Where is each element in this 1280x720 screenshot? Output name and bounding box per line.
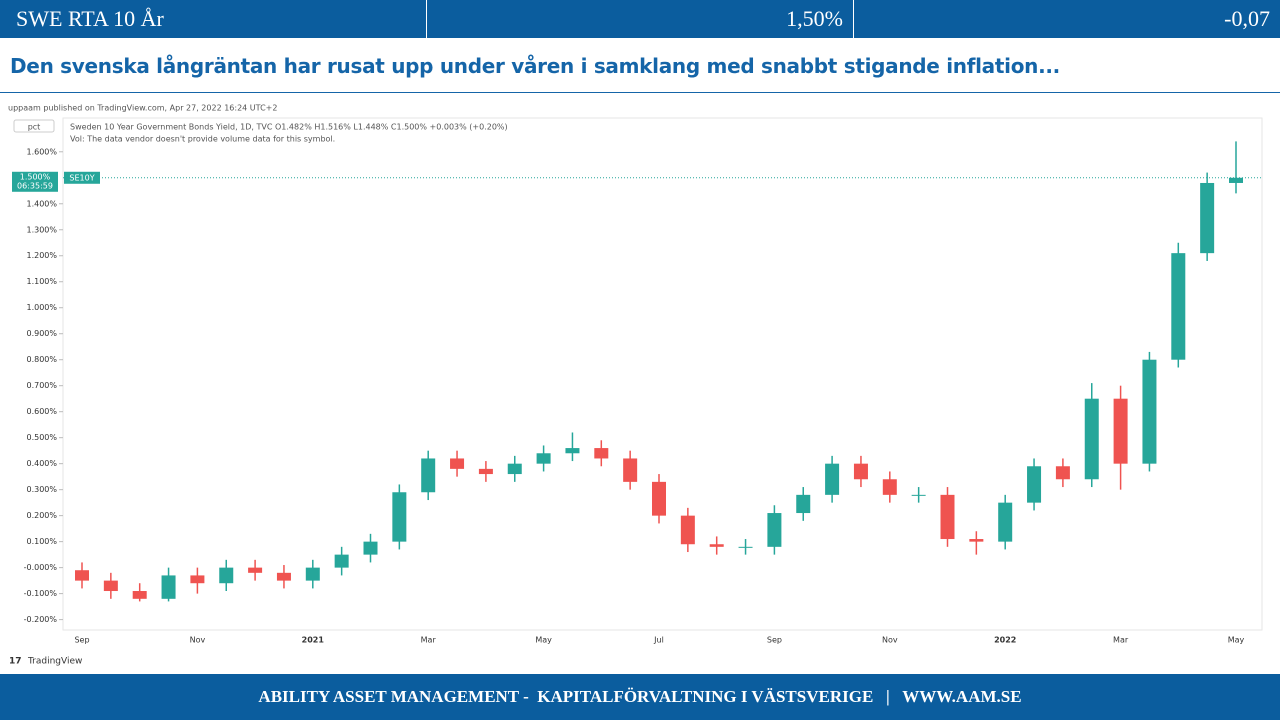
- separator: [853, 0, 854, 38]
- candle-body: [1229, 177, 1243, 183]
- y-tick-label: 1.200%: [26, 251, 57, 260]
- unit-box: [13, 119, 55, 133]
- symbol-box: [64, 171, 100, 184]
- y-tick-label: 1.600%: [26, 147, 57, 156]
- candle-body: [825, 463, 840, 495]
- candle-body: [652, 481, 666, 516]
- x-tick-label: Nov: [190, 636, 206, 645]
- candle-body: [767, 513, 782, 547]
- x-tick-label: Mar: [1113, 636, 1129, 645]
- plot-frame: [62, 117, 1263, 631]
- candle-body: [911, 494, 926, 496]
- candle-body: [1027, 466, 1042, 503]
- candle-body: [1055, 466, 1070, 480]
- candle-body: [363, 541, 378, 555]
- x-tick-label: Nov: [882, 636, 898, 645]
- header-value: 1,50%: [786, 6, 843, 31]
- x-tick-label: Sep: [74, 636, 89, 645]
- published-note: uppaam published on TradingView.com, Apr…: [8, 104, 277, 113]
- candle-body: [882, 479, 897, 495]
- candle-body: [305, 567, 320, 581]
- x-tick-label: May: [535, 636, 552, 645]
- legend-text: Sweden 10 Year Government Bonds Yield, 1…: [70, 123, 508, 132]
- candle-body: [421, 458, 436, 493]
- candle-body: [536, 453, 551, 464]
- candle-body: [853, 463, 868, 480]
- y-tick-label: 1.300%: [26, 225, 57, 234]
- y-tick-label: 0.300%: [26, 485, 57, 494]
- candle-body: [248, 567, 263, 573]
- x-tick-label: 2022: [994, 636, 1016, 645]
- chart: uppaam published on TradingView.com, Apr…: [8, 104, 1263, 667]
- y-tick-label: 0.700%: [26, 381, 57, 390]
- y-tick-label: 0.100%: [26, 537, 57, 546]
- candle-body: [450, 458, 465, 469]
- candle-body: [478, 468, 493, 475]
- candle-body: [219, 567, 234, 584]
- header-bar: SWE RTA 10 År 1,50% -0,07: [0, 0, 1280, 38]
- candle-body: [565, 448, 580, 454]
- y-tick-label: -0.100%: [24, 589, 58, 598]
- candle-body: [940, 494, 955, 540]
- separator: [426, 0, 427, 38]
- candle-body: [1200, 182, 1215, 254]
- y-tick-label: 0.600%: [26, 407, 57, 416]
- candle-body: [161, 575, 176, 599]
- candle-body: [1084, 398, 1099, 480]
- y-tick-label: 1.400%: [26, 199, 57, 208]
- candle-body: [594, 448, 609, 459]
- y-tick-label: 0.200%: [26, 511, 57, 520]
- last-price-label: 1.500%: [20, 172, 51, 181]
- candle-body: [276, 572, 291, 581]
- unit-label: pct: [28, 123, 41, 132]
- brand: TradingView: [27, 657, 82, 667]
- candle-body: [507, 463, 522, 475]
- candle-body: [1113, 398, 1128, 464]
- y-tick-label: 0.500%: [26, 433, 57, 442]
- candle-body: [796, 494, 811, 514]
- countdown: 06:35:59: [17, 181, 53, 190]
- x-tick-label: Jul: [653, 636, 664, 645]
- candle-body: [392, 492, 407, 542]
- volume-note: Vol: The data vendor doesn't provide vol…: [70, 135, 335, 144]
- x-tick-label: Mar: [421, 636, 437, 645]
- divider: [0, 92, 1280, 93]
- footer: ABILITY ASSET MANAGEMENT - KAPITALFÖRVAL…: [0, 674, 1280, 720]
- candle-body: [680, 515, 695, 545]
- header-title: SWE RTA 10 År: [16, 6, 164, 31]
- brand-logo: 𝟭𝟳: [9, 657, 22, 667]
- candle-body: [969, 539, 984, 542]
- y-tick-label: 0.400%: [26, 459, 57, 468]
- heading: Den svenska långräntan har rusat upp und…: [10, 54, 1060, 78]
- candle-body: [132, 591, 147, 599]
- candle-body: [75, 570, 89, 581]
- candle-body: [1142, 359, 1157, 464]
- y-tick-label: 1.100%: [26, 277, 57, 286]
- candle-body: [103, 580, 118, 592]
- header-change: -0,07: [1224, 6, 1270, 31]
- y-tick-label: 0.900%: [26, 329, 57, 338]
- candle-body: [709, 544, 724, 547]
- x-tick-label: May: [1228, 636, 1245, 645]
- candle-body: [190, 575, 205, 584]
- y-tick-label: 0.800%: [26, 355, 57, 364]
- candle-body: [998, 502, 1013, 542]
- x-tick-label: Sep: [767, 636, 782, 645]
- candle-body: [334, 554, 349, 568]
- last-price-box: [12, 171, 58, 192]
- symbol-label: SE10Y: [69, 173, 94, 182]
- candle-body: [623, 458, 638, 482]
- y-tick-label: -0.000%: [24, 563, 58, 572]
- y-tick-label: 1.000%: [26, 303, 57, 312]
- candle-body: [738, 546, 753, 548]
- y-tick-label: -0.200%: [24, 615, 58, 624]
- x-tick-label: 2021: [302, 636, 325, 645]
- candle-body: [1171, 253, 1186, 360]
